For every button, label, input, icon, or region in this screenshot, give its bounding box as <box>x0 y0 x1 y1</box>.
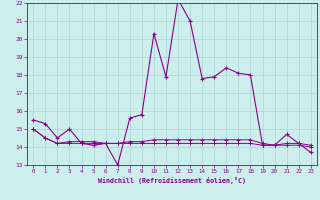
X-axis label: Windchill (Refroidissement éolien,°C): Windchill (Refroidissement éolien,°C) <box>98 177 246 184</box>
